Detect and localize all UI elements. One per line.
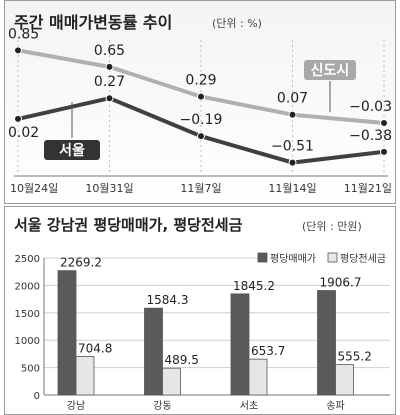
bar-value-label: 555.2 bbox=[338, 350, 372, 364]
legend-background bbox=[258, 251, 392, 265]
bar-value-label: 489.5 bbox=[165, 353, 199, 367]
x-tick-label: 11월21일 bbox=[344, 181, 392, 195]
x-tick-label: 강남 bbox=[67, 400, 85, 412]
bar-chart-unit: (단위 : 만원) bbox=[302, 220, 362, 233]
legend-label: 서울 bbox=[59, 142, 85, 159]
y-tick-label: 2000 bbox=[15, 281, 40, 292]
line-chart-title: 주간 매매가변동률 추이 bbox=[14, 13, 172, 32]
bar-sale-price bbox=[144, 307, 163, 396]
y-tick-label: 0 bbox=[34, 391, 40, 402]
weekly-price-change-chart: 주간 매매가변동률 추이 (단위 : %) 10월24일 10월31일 11월7일 1… bbox=[4, 0, 396, 204]
data-point bbox=[197, 132, 205, 141]
data-point bbox=[288, 158, 297, 167]
y-tick-label: 2500 bbox=[15, 254, 40, 265]
x-tick-label: 송파 bbox=[326, 400, 344, 412]
bar-value-label: 2269.2 bbox=[60, 256, 102, 270]
legend-box-new-town bbox=[304, 60, 356, 80]
data-label: −0.38 bbox=[349, 128, 392, 144]
data-point bbox=[288, 110, 297, 119]
bar-value-label: 1845.2 bbox=[233, 279, 275, 293]
data-label: −0.19 bbox=[180, 112, 223, 128]
x-tick-label: 10월24일 bbox=[10, 181, 58, 195]
y-tick-label: 500 bbox=[21, 364, 40, 375]
bar-sale-price bbox=[57, 270, 77, 396]
legend-label: 평당전세금 bbox=[340, 253, 386, 265]
line-series-layer: 10월24일 10월31일 11월7일 11월14일 11월21일 0.85 0.65 0.2… bbox=[8, 26, 392, 195]
data-label: 0.07 bbox=[277, 91, 308, 107]
data-point bbox=[105, 94, 114, 103]
data-point bbox=[14, 46, 22, 55]
bar-value-label: 704.8 bbox=[78, 341, 112, 355]
data-label: 0.27 bbox=[94, 74, 125, 90]
line-chart-svg: 주간 매매가변동률 추이 (단위 : %) 10월24일 10월31일 11월7일 1… bbox=[4, 0, 396, 204]
bar-value-label: 1584.3 bbox=[147, 293, 189, 307]
legend-swatch bbox=[257, 252, 268, 263]
data-label: 0.85 bbox=[8, 26, 39, 42]
bar-value-label: 1906.7 bbox=[320, 276, 362, 290]
legend-swatch bbox=[327, 252, 338, 263]
bar-sale-price bbox=[230, 293, 250, 396]
legend-label: 평당매매가 bbox=[270, 253, 316, 265]
bar-sale-price bbox=[317, 290, 336, 396]
y-tick-label: 1000 bbox=[15, 336, 40, 347]
x-tick-label: 11월14일 bbox=[268, 181, 316, 195]
data-point bbox=[380, 118, 388, 127]
bar-chart-svg: 서울 강남권 평당매매가, 평당전세금 (단위 : 만원) 0 500 1000 15… bbox=[4, 206, 396, 415]
data-label: −0.03 bbox=[349, 99, 392, 115]
data-label: −0.51 bbox=[271, 139, 314, 155]
gangnam-price-chart: 서울 강남권 평당매매가, 평당전세금 (단위 : 만원) 0 500 1000 15… bbox=[4, 206, 396, 415]
data-label: 0.29 bbox=[185, 73, 216, 89]
x-tick-label: 서초 bbox=[240, 400, 258, 412]
x-tick-label: 11월7일 bbox=[180, 181, 221, 195]
data-point bbox=[380, 147, 388, 156]
legend-box-seoul bbox=[44, 140, 100, 160]
data-label: 0.02 bbox=[8, 125, 39, 141]
bar-chart-title: 서울 강남권 평당매매가, 평당전세금 bbox=[14, 216, 243, 234]
bar-jeonse-price bbox=[75, 355, 95, 396]
bar-value-label: 653.7 bbox=[251, 344, 285, 358]
y-tick-label: 1500 bbox=[15, 309, 40, 320]
data-point bbox=[14, 114, 22, 123]
bar-series-layer: 0 500 1000 1500 2000 2500 평당매매가 평당전세금 2269.2 704.… bbox=[15, 251, 392, 412]
bar-jeonse-price bbox=[162, 367, 181, 396]
x-tick-label: 강동 bbox=[153, 400, 171, 412]
bar-jeonse-price bbox=[335, 364, 354, 396]
x-tick-label: 10월31일 bbox=[85, 181, 133, 195]
bar-jeonse-price bbox=[248, 358, 268, 396]
line-chart-unit: (단위 : %) bbox=[212, 17, 262, 30]
data-point bbox=[197, 92, 205, 101]
data-label: 0.65 bbox=[94, 43, 125, 59]
data-point bbox=[105, 62, 114, 71]
legend-label: 신도시 bbox=[311, 63, 350, 79]
